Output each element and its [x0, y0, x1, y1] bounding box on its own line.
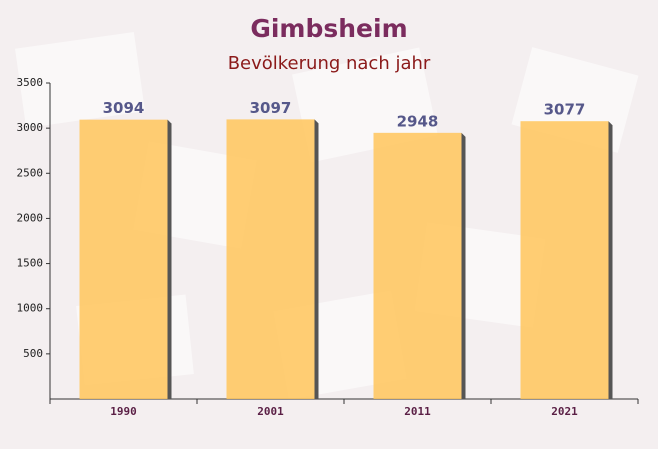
bar-shadow: [461, 132, 466, 399]
bar-shadow: [608, 121, 613, 399]
y-tick-label: 2500: [17, 166, 44, 179]
y-tick-label: 2000: [17, 211, 44, 224]
y-tick-label: 500: [23, 347, 43, 360]
chart-subtitle: Bevölkerung nach jahr: [228, 53, 431, 74]
chart-title: Gimbsheim: [250, 14, 407, 43]
bar-shadow: [167, 119, 172, 399]
x-tick-label: 2001: [257, 405, 284, 418]
y-tick-label: 3500: [17, 76, 44, 89]
bar: [226, 119, 315, 400]
y-tick-label: 1000: [17, 302, 44, 315]
value-label: 2948: [397, 112, 439, 130]
bar-shadow: [314, 119, 319, 400]
x-tick-label: 1990: [110, 405, 137, 418]
value-label: 3077: [544, 101, 586, 119]
value-label: 3097: [250, 99, 292, 117]
bar: [520, 121, 609, 399]
x-tick-label: 2011: [404, 405, 431, 418]
value-label: 3094: [103, 99, 145, 117]
bar: [79, 119, 168, 399]
x-tick-label: 2021: [551, 405, 578, 418]
y-tick-label: 1500: [17, 257, 44, 270]
bar: [373, 132, 462, 399]
y-tick-label: 3000: [17, 121, 44, 134]
